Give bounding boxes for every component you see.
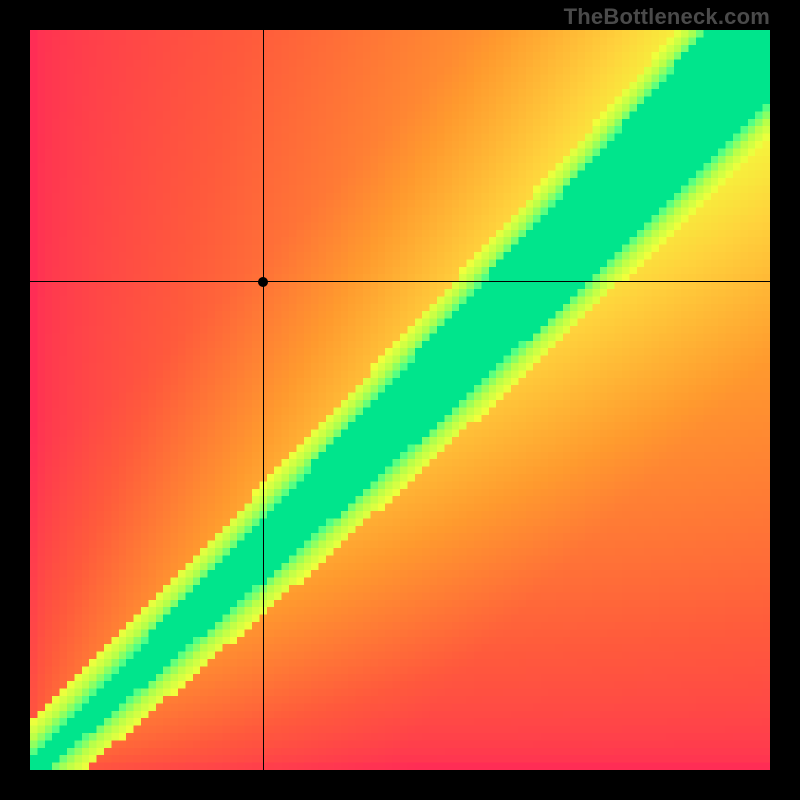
crosshair-horizontal	[30, 281, 770, 282]
crosshair-marker	[258, 277, 268, 287]
plot-area	[30, 30, 770, 770]
crosshair-vertical	[263, 30, 264, 770]
outer-frame: TheBottleneck.com	[0, 0, 800, 800]
heatmap-canvas	[30, 30, 770, 770]
watermark-text: TheBottleneck.com	[564, 4, 770, 30]
